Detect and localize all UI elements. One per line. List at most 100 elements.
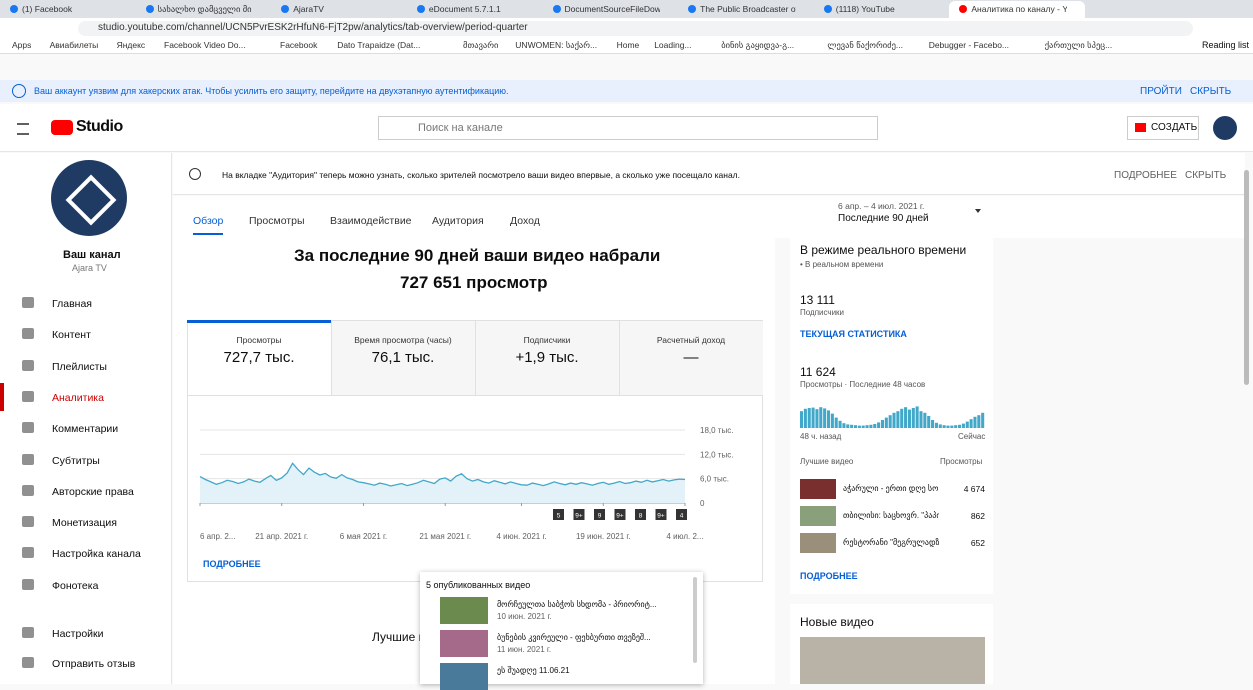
tab-title[interactable]: DocumentSourceFileDown (565, 4, 661, 14)
warning-icon (12, 84, 26, 98)
url[interactable]: studio.youtube.com/channel/UCN5PvrESK2rH… (98, 22, 528, 33)
warning-action[interactable]: ПРОЙТИ (1140, 86, 1182, 97)
menu-item-icon (22, 485, 34, 496)
tab-title[interactable]: სახალხო დამცველი მი (158, 4, 254, 15)
metric-label: Просмотры (187, 335, 331, 345)
analytics-tab[interactable]: Аудитория (432, 215, 484, 227)
menu-item[interactable]: Аналитика (52, 392, 104, 404)
menu-item[interactable]: Авторские права (52, 486, 134, 498)
screen: studio.youtube.com/channel/UCN5PvrESK2rH… (0, 0, 1253, 684)
menu-item[interactable]: Комментарии (52, 423, 118, 435)
logo-icon[interactable] (51, 120, 73, 135)
metric-value: +1,9 тыс. (475, 349, 619, 366)
popup-video-title[interactable]: ბუნების კვირეული - ფეხბურთი თვეზეშ... (497, 633, 651, 642)
menu-item-icon (22, 328, 34, 339)
analytics-tab[interactable]: Взаимодействие (330, 215, 412, 227)
bookmark[interactable]: Debugger - Facebo... (929, 40, 1009, 50)
tab-title[interactable]: AjaraTV (293, 4, 389, 14)
popup-video-date: 11 июн. 2021 г. (497, 645, 551, 654)
popup-thumb[interactable] (440, 630, 488, 657)
notice-action[interactable]: СКРЫТЬ (1185, 170, 1226, 181)
menu-item[interactable]: Настройки (52, 628, 104, 640)
metric-label: Подписчики (475, 335, 619, 345)
menu-item[interactable]: Главная (52, 298, 92, 310)
tab-icon (553, 5, 561, 13)
popup-video-title[interactable]: ეს შუადღე 11.06.21 (497, 666, 570, 675)
tab-icon (417, 5, 425, 13)
menu-item[interactable]: Плейлисты (52, 361, 107, 373)
reading-list[interactable]: Reading list (1202, 40, 1249, 50)
menu-item-icon (22, 422, 34, 433)
analytics-tab[interactable]: Обзор (193, 215, 223, 227)
tab-title[interactable]: Аналитика по каналу - Yo (971, 4, 1067, 14)
page-scrollbar (1244, 170, 1249, 385)
stats-link[interactable]: ТЕКУЩАЯ СТАТИСТИКА (800, 329, 907, 339)
bookmark[interactable]: მთავარი (463, 40, 498, 51)
tab-icon (10, 5, 18, 13)
period-range[interactable]: 6 апр. – 4 июл. 2021 г. (838, 201, 924, 211)
new-video-thumb[interactable] (800, 637, 985, 684)
create-text: СОЗДАТЬ (1151, 122, 1197, 133)
bookmark[interactable]: Facebook Video Do... (164, 40, 246, 50)
bookmark[interactable]: Apps (12, 40, 31, 50)
popup-thumb[interactable] (440, 597, 488, 624)
analytics-tab[interactable]: Просмотры (249, 215, 305, 227)
top-video-views: 862 (940, 511, 985, 521)
bookmark[interactable]: Home (617, 40, 640, 50)
notice-action[interactable]: ПОДРОБНЕЕ (1114, 170, 1177, 181)
analytics-tab[interactable]: Доход (510, 215, 540, 227)
bookmark[interactable]: Dato Trapaidze (Dat... (337, 40, 420, 50)
realtime-views-label: Просмотры · Последние 48 часов (800, 380, 925, 389)
metric-value: 727,7 тыс. (187, 349, 331, 366)
logo-text[interactable]: Studio (76, 118, 123, 136)
menu-item-icon (22, 297, 34, 308)
popup-scrollbar (693, 577, 697, 663)
more-link[interactable]: ПОДРОБНЕЕ (203, 559, 261, 569)
menu-item[interactable]: Монетизация (52, 517, 117, 529)
bookmark[interactable]: ქართული სპეც... (1045, 40, 1113, 51)
metrics-bottom-line (187, 395, 763, 396)
bookmark[interactable]: ლევან წაქორიძე... (827, 40, 903, 51)
menu-item[interactable]: Отправить отзыв (52, 658, 135, 670)
metric-label: Расчетный доход (619, 335, 763, 345)
menu-item[interactable]: Субтитры (52, 455, 100, 467)
menu-item[interactable]: Контент (52, 329, 91, 341)
top-video-title[interactable]: თბილისი: საცხოვრ. "პაპიჩ... (843, 511, 939, 520)
bookmark[interactable]: UNWOMEN: საქარ... (515, 40, 597, 51)
tab-underline (193, 233, 223, 235)
tab-title[interactable]: (1) Facebook (22, 4, 118, 14)
realtime-more[interactable]: ПОДРОБНЕЕ (800, 571, 858, 581)
menu-item-icon (22, 454, 34, 465)
page: studio.youtube.com/channel/UCN5PvrESK2rH… (0, 0, 1253, 684)
period-caret[interactable] (975, 209, 981, 213)
warning-text: Ваш аккаунт уязвим для хакерских атак. Ч… (34, 86, 509, 96)
tab-title[interactable]: eDocument 5.7.1.1 (429, 4, 525, 14)
top-video-thumb[interactable] (800, 506, 836, 526)
period-label[interactable]: Последние 90 дней (838, 213, 929, 224)
tab-title[interactable]: (1118) YouTube (836, 4, 932, 14)
tab-icon (824, 5, 832, 13)
account-avatar[interactable] (1213, 116, 1237, 140)
tab-title[interactable]: The Public Broadcaster of (700, 4, 796, 14)
menu-item[interactable]: Настройка канала (52, 548, 141, 560)
bookmark[interactable]: Яндекс (117, 40, 146, 50)
popup-thumb[interactable] (440, 663, 488, 690)
bookmark[interactable]: ბინის გაყიდვა-გ... (721, 40, 794, 51)
top-video-title[interactable]: აჭარული - ერთი დღე სო... (843, 484, 939, 493)
subscriber-label: Подписчики (800, 308, 844, 317)
menu-item[interactable]: Фонотека (52, 580, 98, 592)
bookmark[interactable]: Авиабилеты (50, 40, 99, 50)
popup-video-title[interactable]: მორჩეულთა საბჭოს სხდომა - პრიორიტ... (497, 600, 657, 609)
top-video-thumb[interactable] (800, 533, 836, 553)
menu-icon[interactable] (17, 123, 29, 135)
subscriber-count: 13 111 (800, 293, 835, 307)
active-indicator (0, 383, 4, 411)
bookmark[interactable]: Facebook (280, 40, 317, 50)
metric-active-line (187, 320, 331, 323)
popup-title: 5 опубликованных видео (426, 580, 530, 590)
warning-action[interactable]: СКРЫТЬ (1190, 86, 1231, 97)
bars-from: 48 ч. назад (800, 432, 841, 441)
bookmark[interactable]: Loading... (654, 40, 691, 50)
top-video-title[interactable]: რესტორანი "მეგრულადზ... (843, 538, 939, 547)
top-video-thumb[interactable] (800, 479, 836, 499)
